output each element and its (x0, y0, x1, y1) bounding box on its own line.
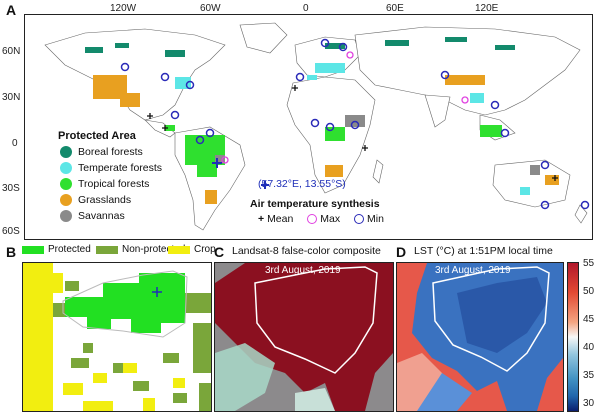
tropical-forest-patches (165, 125, 502, 177)
panel-b-site-marker (152, 287, 162, 297)
lst-colorbar (567, 262, 579, 412)
india-shape (424, 94, 451, 128)
panel-b-legend-crop: Crop (168, 244, 216, 255)
panel-d-cooler-channels (457, 277, 547, 353)
panel-d-svg (397, 263, 563, 411)
tropical-swatch (60, 178, 72, 190)
panel-c-field-light (295, 388, 335, 411)
lat-tick-30s: 30S (2, 183, 20, 194)
legend-label-savanna: Savannas (78, 210, 125, 222)
grassland-swatch (60, 194, 72, 206)
panel-d-blue-river (417, 373, 472, 411)
colorbar-tick-30: 30 (583, 398, 595, 409)
panel-d-date: 3rd August, 2019 (435, 265, 511, 276)
legend-label-tropical: Tropical forests (78, 178, 150, 190)
panel-c-date: 3rd August, 2019 (265, 265, 341, 276)
panel-a-letter: A (6, 2, 17, 18)
protected-label: Protected (48, 244, 91, 255)
panel-c-vegetation-red (215, 263, 393, 411)
temperate-swatch (60, 162, 72, 174)
colorbar-tick-50: 50 (583, 286, 595, 297)
panel-b-legend-protected: Protected (22, 244, 91, 255)
colorbar-tick-45: 45 (583, 314, 595, 325)
air-temperature-legend-row: + Mean Max Min (258, 213, 384, 225)
madagascar-shape (372, 159, 384, 184)
world-map-svg (44, 22, 590, 231)
min-station-markers (120, 38, 590, 210)
panel-d-letter: D (396, 244, 407, 260)
max-label: Max (320, 213, 341, 225)
colorbar-tick-35: 35 (583, 370, 595, 381)
nonprotected-swatch (96, 245, 118, 254)
legend-item-grassland: Grasslands (60, 194, 131, 206)
panel-b-letter: B (6, 244, 17, 260)
panel-c-field-cyan (215, 343, 275, 411)
panel-b-protected-boundary (62, 270, 188, 338)
legend-item-savanna: Savannas (60, 210, 125, 222)
grassland-patches (93, 75, 559, 204)
protected-cells (65, 273, 185, 333)
legend-label-boreal: Boreal forests (78, 146, 143, 158)
panel-c-letter: C (214, 244, 225, 260)
boreal-forest-patches (85, 37, 515, 57)
panel-c-false-color-image: 3rd August, 2019 (214, 262, 394, 412)
lat-tick-0: 0 (12, 138, 18, 149)
australia-shape (492, 159, 571, 208)
mean-plus-icon: + (258, 213, 265, 225)
protected-area-legend-title: Protected Area (58, 130, 136, 142)
central-america-shape (144, 119, 176, 138)
crop-swatch (168, 245, 190, 254)
min-legend: Min (354, 213, 384, 225)
panel-b-svg (23, 263, 211, 411)
max-circle-icon (307, 214, 318, 225)
legend-item-boreal: Boreal forests (60, 146, 143, 158)
panel-b-legend-nonprotected: Non-protected (96, 244, 185, 255)
nonprotected-label: Non-protected (122, 244, 186, 255)
legend-label-temperate: Temperate forests (78, 162, 163, 174)
savanna-swatch (60, 210, 72, 222)
lon-tick-60e: 60E (386, 3, 404, 14)
lat-tick-60n: 60N (2, 46, 21, 57)
panel-d-protected-boundary (432, 266, 550, 372)
lon-tick-120w: 120W (110, 3, 137, 14)
mean-legend: + Mean (258, 213, 293, 225)
colorbar-tick-55: 55 (583, 258, 595, 269)
legend-label-grassland: Grasslands (78, 194, 132, 206)
boreal-swatch (60, 146, 72, 158)
lon-tick-0: 0 (303, 3, 309, 14)
air-temperature-synthesis-title: Air temperature synthesis (250, 198, 380, 210)
panel-c-svg (215, 263, 393, 411)
world-map (24, 14, 593, 240)
legend-item-temperate: Temperate forests (60, 162, 162, 174)
panel-b-landcover-map (22, 262, 212, 412)
protected-swatch (22, 245, 44, 254)
max-station-markers (221, 51, 469, 164)
legend-item-tropical: Tropical forests (60, 178, 149, 190)
panel-d-lst-image: 3rd August, 2019 (396, 262, 564, 412)
max-legend: Max (307, 213, 340, 225)
colorbar-tick-40: 40 (583, 342, 595, 353)
selected-site-marker (212, 158, 269, 189)
mean-label: Mean (267, 213, 294, 225)
panel-c-title: Landsat-8 false-color composite (232, 245, 381, 257)
lon-tick-120e: 120E (475, 3, 499, 14)
nonprotected-cells (53, 281, 211, 411)
new-zealand-shape (574, 204, 588, 224)
greenland-shape (239, 22, 288, 54)
crop-label: Crop (194, 244, 216, 255)
lat-tick-60s: 60S (2, 226, 20, 237)
mean-station-markers (147, 85, 558, 181)
crop-cells (23, 263, 185, 411)
lat-tick-30n: 30N (2, 92, 21, 103)
min-label: Min (367, 213, 384, 225)
lon-tick-60w: 60W (200, 3, 221, 14)
panel-c-protected-boundary (254, 266, 378, 374)
asia-shape (354, 26, 581, 116)
selected-site-coordinates: (57.32°E, 13.55°S) (258, 178, 346, 190)
panel-d-title: LST (°C) at 1:51PM local time (414, 245, 553, 257)
min-circle-icon (354, 214, 365, 225)
